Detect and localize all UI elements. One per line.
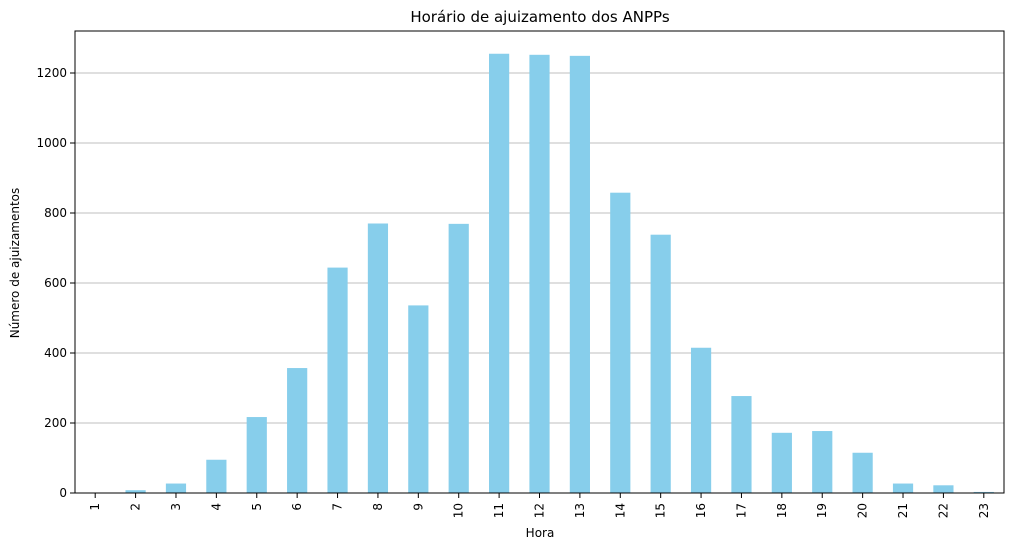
x-tick-label: 21 — [896, 503, 910, 518]
y-tick-label: 800 — [44, 206, 67, 220]
bar-hour-7 — [327, 267, 348, 493]
bar-hour-3 — [165, 483, 187, 493]
x-tick-label: 20 — [856, 503, 870, 518]
y-axis-label: Número de ajuizamentos — [8, 188, 22, 339]
bar-hour-20 — [852, 452, 873, 493]
x-tick-label: 17 — [734, 503, 748, 518]
bar-hour-14 — [610, 192, 631, 493]
x-tick-label: 9 — [411, 503, 425, 511]
bar-hour-22 — [933, 485, 954, 493]
x-tick-label: 1 — [88, 503, 102, 511]
x-tick-label: 2 — [129, 503, 143, 511]
x-tick-label: 4 — [209, 503, 223, 511]
bar-hour-15 — [650, 234, 671, 493]
x-tick-label: 19 — [815, 503, 829, 518]
bar-hour-16 — [690, 347, 712, 493]
x-tick-label: 12 — [533, 503, 547, 518]
x-tick-label: 18 — [775, 503, 789, 518]
x-tick-label: 7 — [331, 503, 345, 511]
y-tick-label: 200 — [44, 416, 67, 430]
bar-hour-23 — [973, 491, 994, 493]
x-axis-label: Hora — [526, 526, 555, 540]
bar-hour-9 — [408, 305, 429, 493]
bar-hour-10 — [448, 223, 469, 493]
x-tick-label: 16 — [694, 503, 708, 518]
chart-title: Horário de ajuizamento dos ANPPs — [410, 8, 669, 26]
x-tick-label: 15 — [654, 503, 668, 518]
x-tick-label: 22 — [936, 503, 950, 518]
x-tick-label: 5 — [250, 503, 264, 511]
bar-hour-5 — [246, 417, 267, 493]
bar-hour-17 — [731, 396, 752, 493]
bar-hour-18 — [771, 432, 792, 493]
x-tick-label: 13 — [573, 503, 587, 518]
bar-hour-6 — [287, 368, 308, 493]
y-tick-label: 1200 — [36, 66, 67, 80]
bar-hour-13 — [569, 55, 590, 493]
y-tick-label: 400 — [44, 346, 67, 360]
x-tick-label: 8 — [371, 503, 385, 511]
bar-hour-4 — [206, 459, 227, 493]
x-tick-label: 6 — [290, 503, 304, 511]
bar-hour-12 — [529, 54, 550, 494]
bars-layer — [85, 53, 994, 494]
x-tick-label: 14 — [613, 503, 627, 518]
y-tick-label: 0 — [59, 486, 67, 500]
bar-hour-19 — [812, 431, 833, 493]
bar-hour-2 — [125, 490, 146, 493]
x-tick-label: 3 — [169, 503, 183, 511]
x-tick-label: 10 — [452, 503, 466, 518]
y-tick-label: 1000 — [36, 136, 67, 150]
x-tick-label: 11 — [492, 503, 506, 518]
y-tick-label: 600 — [44, 276, 67, 290]
bar-hour-21 — [892, 483, 914, 493]
bar-hour-8 — [367, 223, 389, 493]
bar-hour-11 — [489, 53, 510, 493]
x-tick-label: 23 — [977, 503, 991, 518]
